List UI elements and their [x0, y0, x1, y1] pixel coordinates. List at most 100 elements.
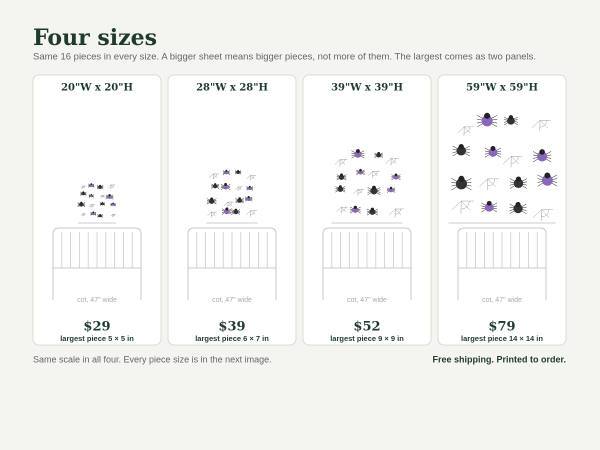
spider-head: [389, 186, 393, 190]
spider-head: [225, 169, 228, 172]
spider-body: [484, 202, 494, 212]
spider-body: [224, 170, 229, 175]
spider-body: [81, 192, 85, 196]
spider-body: [237, 198, 242, 203]
web-thread: [207, 211, 212, 216]
web-arc: [340, 159, 345, 165]
web-arc: [101, 195, 105, 198]
spider-head: [90, 183, 93, 185]
web: [336, 206, 348, 214]
web: [451, 200, 474, 214]
spider: [88, 183, 95, 188]
spider-head: [108, 193, 111, 197]
spider: [356, 168, 365, 176]
web: [88, 204, 95, 209]
spider-head: [515, 176, 522, 182]
web-arc: [487, 178, 496, 187]
price: $79: [488, 320, 515, 335]
spider: [77, 201, 86, 207]
spider-body: [223, 184, 229, 190]
spider: [477, 112, 498, 128]
spider: [509, 176, 528, 189]
web: [457, 126, 474, 136]
spider: [206, 197, 217, 205]
web: [353, 189, 365, 196]
spider-body: [488, 147, 498, 157]
web-thread: [339, 159, 346, 165]
price: $29: [83, 320, 110, 335]
web-arc: [82, 185, 85, 189]
spider: [211, 183, 220, 189]
web-arc: [238, 186, 242, 190]
web: [80, 185, 86, 189]
web: [246, 210, 257, 217]
spider-body: [236, 170, 240, 174]
web: [223, 201, 234, 208]
spider: [221, 207, 232, 215]
spider-head: [99, 213, 101, 216]
spider: [235, 197, 244, 204]
spider-body: [376, 152, 381, 158]
spider-head: [508, 115, 514, 120]
spider-body: [513, 204, 523, 214]
spider: [110, 202, 116, 207]
web: [107, 184, 116, 190]
spider-head: [484, 112, 491, 119]
web-thread: [503, 156, 512, 164]
web: [479, 178, 499, 191]
web-arc: [372, 171, 378, 176]
web: [334, 159, 348, 167]
spider-body: [513, 178, 524, 189]
web-thread: [334, 159, 341, 165]
spider: [336, 173, 347, 181]
web-thread: [110, 213, 113, 217]
web-arc: [511, 156, 519, 164]
crib-headboard: [52, 227, 142, 300]
spider-head: [338, 185, 342, 189]
web-thread: [479, 178, 488, 187]
web-thread: [237, 186, 242, 190]
spider-head: [539, 149, 545, 155]
spider-head: [99, 184, 102, 187]
spider-head: [490, 146, 496, 151]
spider-head: [359, 168, 362, 172]
spider-head: [377, 151, 380, 155]
web-thread: [80, 185, 83, 189]
spider-head: [234, 208, 238, 212]
web-thread: [357, 189, 363, 194]
spider-body: [248, 186, 252, 191]
web-thread: [80, 213, 84, 216]
largest-piece: largest piece 14 × 14 in: [461, 334, 543, 343]
web-thread: [367, 171, 374, 177]
subtitle: Same 16 pieces in every size. A bigger s…: [33, 52, 536, 63]
spider-head: [210, 197, 214, 201]
spider-body: [79, 202, 84, 207]
spider: [234, 169, 242, 175]
web: [503, 156, 523, 168]
web-thread: [353, 189, 359, 194]
spider: [335, 185, 346, 193]
spider-body: [481, 115, 493, 127]
spider: [391, 173, 401, 181]
web-thread: [246, 210, 251, 215]
web-thread: [82, 185, 85, 189]
web: [246, 175, 256, 181]
spider-body: [213, 184, 218, 189]
spider-head: [101, 201, 104, 204]
decal-sheet: [206, 168, 258, 219]
spider: [509, 201, 527, 214]
web-thread: [389, 208, 396, 215]
spider: [481, 200, 498, 213]
spider-body: [370, 187, 378, 195]
spider-body: [233, 209, 239, 215]
spider-head: [82, 191, 85, 194]
spider-body: [388, 187, 394, 193]
crib-label: cot, 47" wide: [212, 297, 252, 304]
title: Four sizes: [33, 25, 157, 51]
web-thread: [336, 207, 342, 212]
web-thread: [511, 156, 520, 165]
web-thread: [533, 209, 542, 218]
web-thread: [209, 173, 214, 178]
price: $39: [218, 320, 245, 335]
